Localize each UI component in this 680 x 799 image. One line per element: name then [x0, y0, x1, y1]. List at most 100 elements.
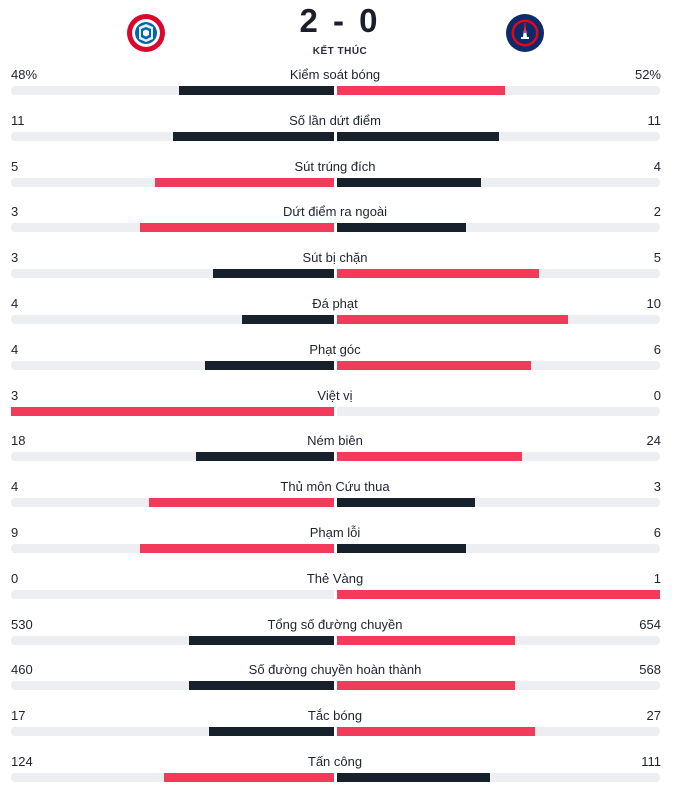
stat-label: Dứt điểm ra ngoài — [282, 204, 388, 220]
home-stat-bar — [189, 681, 334, 691]
home-stat-bar — [172, 131, 334, 141]
home-stat-value: 3 — [11, 204, 19, 220]
stat-label: Đá phạt — [312, 295, 358, 311]
home-stat-bar — [11, 406, 334, 416]
home-stat-bar — [241, 314, 334, 324]
stat-label: Tấn công — [307, 753, 363, 769]
stat-row: 4 Đá phạt 10 — [0, 295, 680, 341]
stat-label: Phạt góc — [309, 341, 361, 357]
stat-row: 3 Việt vị 0 — [0, 387, 680, 433]
stat-label: Sút bị chặn — [302, 250, 368, 266]
home-stat-value: 530 — [11, 616, 33, 632]
home-stat-value: 4 — [11, 479, 19, 495]
home-stat-value: 5 — [11, 158, 19, 174]
stat-label: Thẻ Vàng — [306, 570, 364, 586]
home-stat-track — [11, 360, 334, 370]
away-stat-value: 52% — [634, 67, 661, 82]
away-stat-bar — [337, 452, 522, 462]
stat-label: Tắc bóng — [307, 708, 363, 724]
away-stat-value: 1 — [653, 570, 661, 586]
home-stat-value: 3 — [11, 250, 19, 266]
stat-label: Thủ môn Cứu thua — [280, 479, 390, 495]
home-stat-bar — [178, 86, 334, 95]
home-stat-bar — [204, 360, 334, 370]
home-stat-track — [11, 223, 334, 233]
stat-row: 0 Thẻ Vàng 1 — [0, 570, 680, 616]
home-stat-bar — [189, 635, 334, 645]
away-stat-track — [337, 635, 660, 645]
away-stat-value: 6 — [653, 524, 661, 540]
away-stat-track — [337, 681, 660, 691]
away-stat-track — [337, 177, 660, 187]
stat-label: Kiểm soát bóng — [289, 67, 381, 82]
stat-row: 460 Số đường chuyền hoàn thành 568 — [0, 661, 680, 707]
away-stat-track — [337, 772, 660, 782]
stat-row: 4 Thủ môn Cứu thua 3 — [0, 478, 680, 524]
away-stat-value: 27 — [646, 708, 661, 724]
away-stat-value: 2 — [653, 204, 661, 220]
stat-row: 48% Kiểm soát bóng 52% — [0, 66, 680, 112]
home-score: 2 — [299, 2, 321, 39]
score-separator: - — [333, 2, 347, 39]
stat-row: 3 Dứt điểm ra ngoài 2 — [0, 203, 680, 249]
away-stat-bar — [337, 177, 481, 187]
away-score: 0 — [359, 2, 381, 39]
home-stat-track — [11, 727, 334, 737]
home-stat-value: 4 — [11, 341, 19, 357]
away-stat-bar — [337, 681, 516, 691]
away-stat-track — [337, 589, 660, 599]
home-stat-bar — [209, 727, 334, 737]
home-stat-bar — [140, 543, 334, 553]
away-stat-value: 24 — [646, 433, 661, 449]
home-stat-track — [11, 131, 334, 141]
away-stat-bar — [337, 86, 505, 95]
match-score: 2 - 0 — [0, 2, 680, 40]
stat-row: 17 Tắc bóng 27 — [0, 707, 680, 753]
stat-label: Số đường chuyền hoàn thành — [248, 662, 422, 678]
home-stat-value: 124 — [11, 753, 33, 769]
stat-row: 3 Sút bị chặn 5 — [0, 249, 680, 295]
away-stat-bar — [337, 543, 467, 553]
stat-row: 11 Số lần dứt điểm 11 — [0, 112, 680, 158]
home-stat-value: 11 — [11, 112, 25, 128]
home-stat-track — [11, 314, 334, 324]
stat-row: 4 Phạt góc 6 — [0, 341, 680, 387]
home-stat-track — [11, 269, 334, 279]
away-stat-track — [337, 314, 660, 324]
away-stat-value: 5 — [653, 250, 661, 266]
away-stat-track — [337, 86, 660, 95]
psg-crest-icon[interactable] — [505, 13, 545, 53]
stat-label: Tổng số đường chuyền — [267, 616, 403, 632]
away-stat-track — [337, 727, 660, 737]
home-stat-track — [11, 772, 334, 782]
bayern-munich-crest-icon[interactable] — [126, 13, 166, 53]
away-stat-track — [337, 543, 660, 553]
home-stat-value: 460 — [11, 662, 33, 678]
away-stat-value: 4 — [653, 158, 661, 174]
away-stat-value: 568 — [639, 662, 661, 678]
away-stat-bar — [337, 314, 568, 324]
away-stat-track — [337, 269, 660, 279]
away-stat-value: 0 — [653, 387, 661, 403]
away-stat-value: 3 — [653, 479, 661, 495]
stat-label: Ném biên — [307, 433, 363, 449]
away-stat-bar — [337, 131, 499, 141]
home-stat-value: 0 — [11, 570, 19, 586]
home-stat-value: 18 — [11, 433, 26, 449]
home-stat-track — [11, 406, 334, 416]
stat-label: Việt vị — [317, 387, 353, 403]
home-stat-bar — [149, 498, 334, 508]
stat-row: 9 Phạm lỗi 6 — [0, 524, 680, 570]
away-stat-track — [337, 223, 660, 233]
away-stat-bar — [337, 727, 536, 737]
away-stat-bar — [337, 635, 516, 645]
away-stat-bar — [337, 269, 539, 279]
away-stat-track — [337, 406, 660, 416]
home-stat-bar — [195, 452, 334, 462]
home-stat-bar — [154, 177, 334, 187]
stat-row: 530 Tổng số đường chuyền 654 — [0, 616, 680, 662]
stat-row: 18 Ném biên 24 — [0, 432, 680, 478]
home-stat-value: 3 — [11, 387, 19, 403]
away-stat-value: 654 — [639, 616, 661, 632]
away-stat-bar — [337, 360, 531, 370]
